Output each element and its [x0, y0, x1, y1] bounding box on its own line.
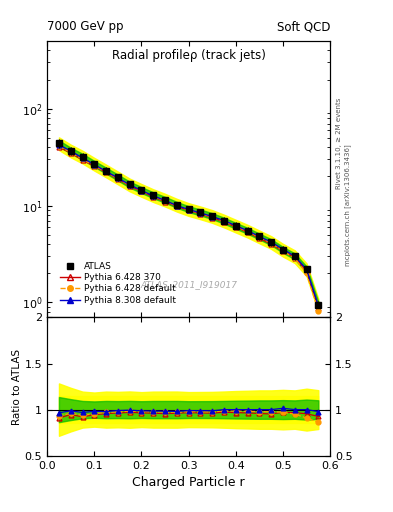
Pythia 6.428 default — [292, 255, 297, 262]
Pythia 6.428 370 — [151, 194, 156, 200]
Pythia 6.428 default — [316, 308, 321, 314]
Pythia 6.428 370 — [233, 224, 238, 230]
Pythia 6.428 370 — [163, 199, 167, 205]
Pythia 6.428 370 — [304, 268, 309, 274]
Pythia 6.428 default — [92, 163, 97, 169]
Legend: ATLAS, Pythia 6.428 370, Pythia 6.428 default, Pythia 8.308 default: ATLAS, Pythia 6.428 370, Pythia 6.428 de… — [57, 259, 179, 307]
Pythia 6.428 default — [233, 223, 238, 229]
Pythia 8.308 default — [116, 175, 120, 181]
Pythia 8.308 default — [80, 155, 85, 161]
Pythia 8.308 default — [139, 187, 144, 194]
Pythia 6.428 370 — [316, 305, 321, 311]
Pythia 8.308 default — [245, 228, 250, 234]
Pythia 8.308 default — [186, 206, 191, 212]
Pythia 6.428 370 — [104, 169, 108, 176]
Pythia 6.428 default — [257, 234, 262, 241]
Pythia 6.428 default — [222, 218, 226, 224]
Text: 7000 GeV pp: 7000 GeV pp — [47, 20, 124, 33]
Pythia 8.308 default — [127, 182, 132, 188]
Pythia 8.308 default — [174, 202, 179, 208]
Pythia 8.308 default — [210, 214, 215, 220]
Pythia 8.308 default — [104, 168, 108, 175]
Pythia 6.428 default — [116, 176, 120, 182]
Pythia 6.428 default — [57, 143, 61, 150]
Pythia 6.428 370 — [116, 176, 120, 182]
X-axis label: Charged Particle r: Charged Particle r — [132, 476, 245, 489]
Pythia 6.428 370 — [57, 144, 61, 151]
Pythia 8.308 default — [163, 197, 167, 203]
Pythia 6.428 default — [245, 228, 250, 234]
Line: Pythia 6.428 370: Pythia 6.428 370 — [59, 147, 318, 308]
Y-axis label: Ratio to ATLAS: Ratio to ATLAS — [12, 349, 22, 424]
Text: Radial profileρ (track jets): Radial profileρ (track jets) — [112, 49, 266, 62]
Pythia 6.428 370 — [198, 211, 203, 217]
Pythia 6.428 default — [210, 214, 215, 220]
Pythia 6.428 370 — [92, 163, 97, 169]
Pythia 8.308 default — [222, 218, 226, 224]
Pythia 6.428 370 — [127, 183, 132, 189]
Pythia 6.428 default — [127, 182, 132, 188]
Pythia 6.428 370 — [269, 241, 274, 247]
Pythia 6.428 370 — [257, 235, 262, 241]
Pythia 8.308 default — [57, 142, 61, 148]
Pythia 6.428 default — [68, 149, 73, 155]
Pythia 8.308 default — [269, 239, 274, 245]
Pythia 6.428 default — [186, 207, 191, 213]
Pythia 8.308 default — [92, 161, 97, 167]
Pythia 6.428 370 — [174, 203, 179, 209]
Pythia 8.308 default — [257, 233, 262, 240]
Text: mcplots.cern.ch [arXiv:1306.3436]: mcplots.cern.ch [arXiv:1306.3436] — [344, 144, 351, 266]
Pythia 6.428 default — [281, 248, 285, 254]
Pythia 6.428 370 — [281, 248, 285, 254]
Pythia 6.428 default — [269, 240, 274, 246]
Pythia 8.308 default — [151, 193, 156, 199]
Pythia 6.428 370 — [68, 150, 73, 156]
Pythia 6.428 370 — [210, 215, 215, 221]
Pythia 8.308 default — [281, 246, 285, 252]
Pythia 6.428 default — [163, 198, 167, 204]
Text: ATLAS_2011_I919017: ATLAS_2011_I919017 — [140, 280, 237, 289]
Pythia 6.428 default — [151, 193, 156, 199]
Pythia 6.428 370 — [245, 229, 250, 236]
Pythia 6.428 370 — [80, 157, 85, 163]
Line: Pythia 6.428 default: Pythia 6.428 default — [59, 146, 318, 311]
Pythia 6.428 default — [80, 156, 85, 162]
Pythia 6.428 370 — [139, 188, 144, 195]
Pythia 6.428 default — [139, 188, 144, 194]
Line: Pythia 8.308 default: Pythia 8.308 default — [59, 145, 318, 306]
Pythia 6.428 370 — [292, 254, 297, 261]
Text: Soft QCD: Soft QCD — [277, 20, 330, 33]
Pythia 8.308 default — [292, 253, 297, 259]
Pythia 6.428 370 — [186, 207, 191, 214]
Pythia 8.308 default — [198, 210, 203, 216]
Pythia 8.308 default — [68, 148, 73, 154]
Pythia 6.428 370 — [222, 219, 226, 225]
Pythia 6.428 default — [104, 169, 108, 175]
Text: Rivet 3.1.10, ≥ 2M events: Rivet 3.1.10, ≥ 2M events — [336, 98, 342, 189]
Pythia 6.428 default — [174, 203, 179, 209]
Pythia 8.308 default — [233, 223, 238, 229]
Pythia 6.428 default — [198, 210, 203, 217]
Pythia 8.308 default — [316, 303, 321, 309]
Pythia 8.308 default — [304, 266, 309, 272]
Pythia 6.428 default — [304, 270, 309, 276]
